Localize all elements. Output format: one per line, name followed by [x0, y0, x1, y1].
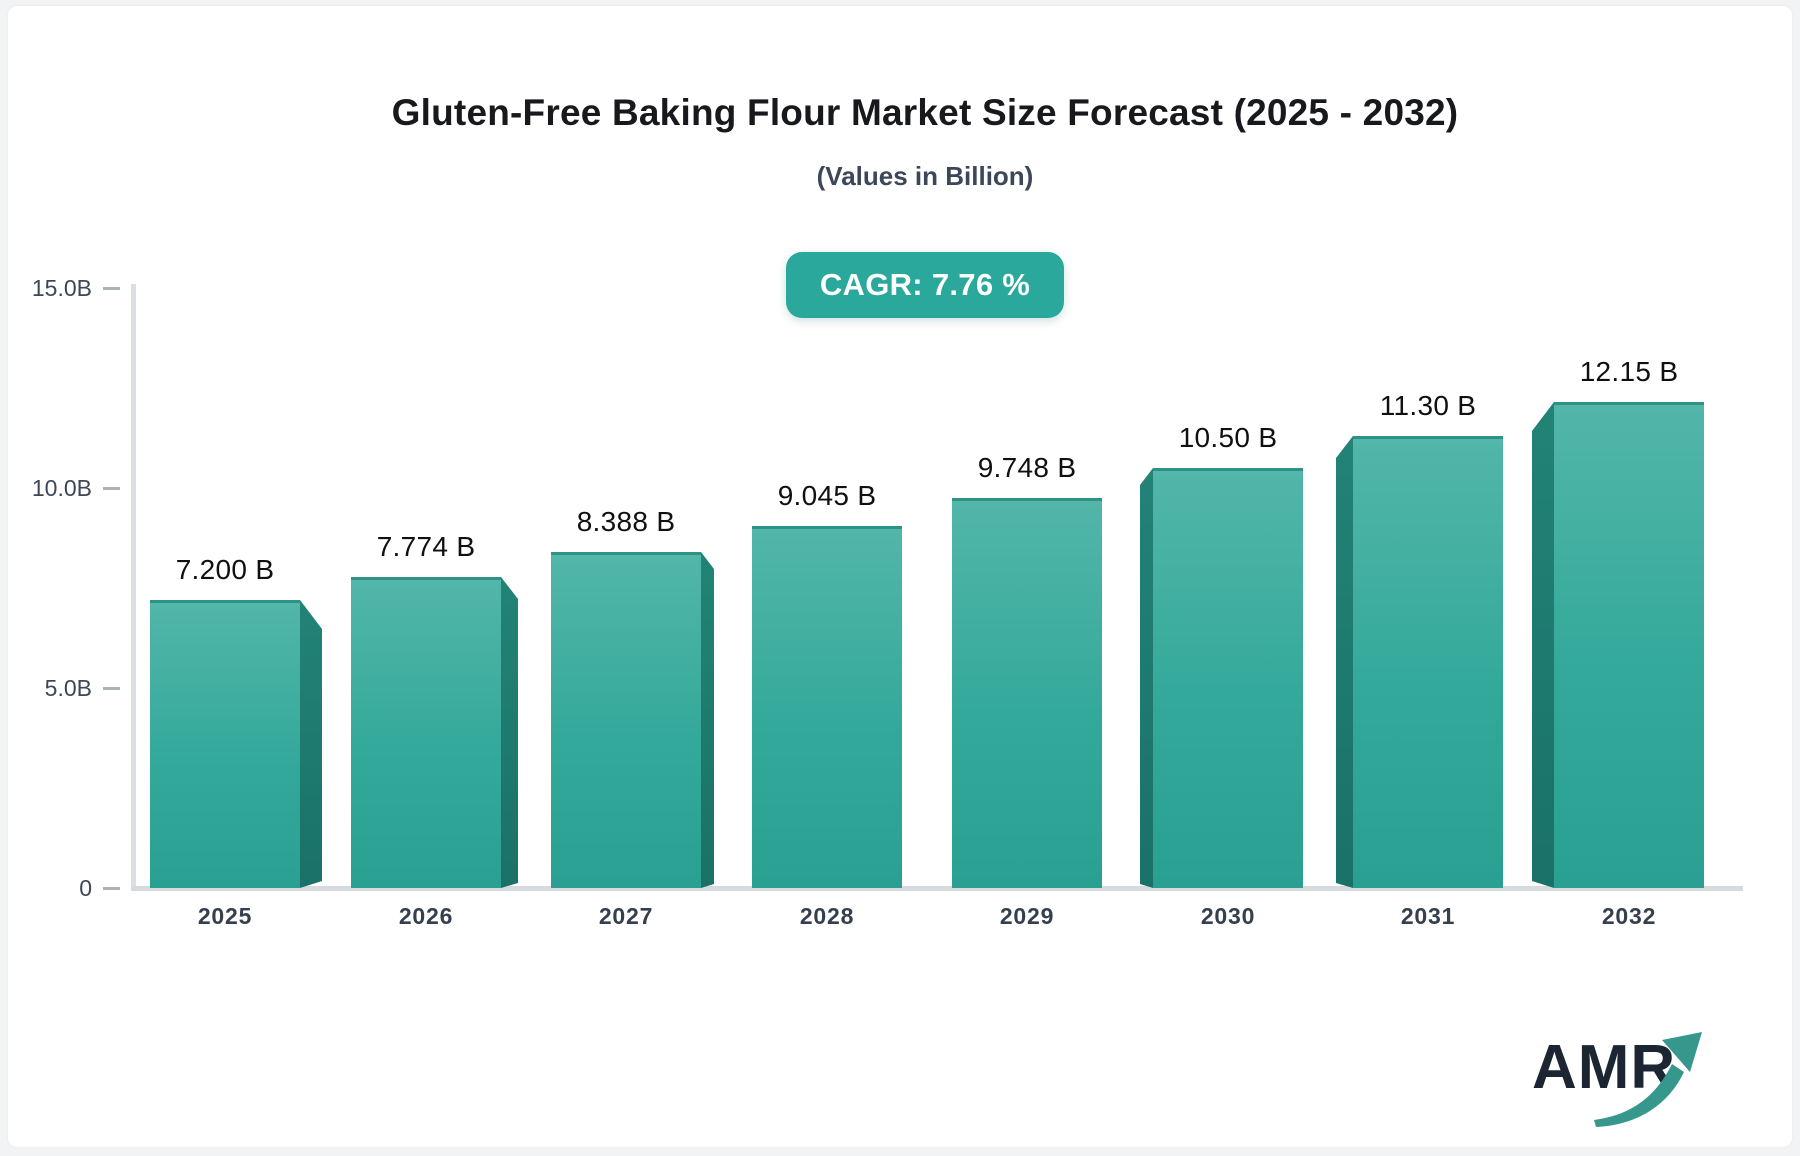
bar-value-label: 10.50 B — [1178, 422, 1278, 453]
cagr-badge-row: CAGR: 7.76 % — [50, 252, 1800, 318]
amr-logo: AMR — [1520, 1020, 1730, 1140]
bar-side — [701, 552, 714, 888]
x-axis-line — [131, 886, 1743, 891]
y-tick-mark — [103, 887, 120, 890]
y-tick-label: 5.0B — [44, 675, 92, 701]
bar-side — [1140, 468, 1153, 888]
bar-side — [300, 600, 322, 888]
cagr-badge: CAGR: 7.76 % — [785, 252, 1065, 318]
x-axis-label-2029: 2029 — [999, 903, 1055, 929]
y-axis-line — [131, 284, 136, 891]
y-tick-mark — [103, 287, 120, 290]
y-tick-mark — [103, 487, 120, 490]
y-tick-label: 0 — [79, 875, 92, 901]
bar-side — [1336, 436, 1353, 888]
bar-value-label: 9.045 B — [777, 480, 877, 511]
growth-arrow-icon — [1594, 1032, 1702, 1127]
bar-2030 — [1153, 468, 1303, 888]
bar-value-label: 11.30 B — [1379, 390, 1477, 421]
x-axis-label-2031: 2031 — [1400, 903, 1456, 929]
y-tick-mark — [103, 687, 120, 690]
chart-subtitle: (Values in Billion) — [816, 161, 1034, 191]
bar-side — [501, 577, 518, 888]
bar-value-label: 12.15 B — [1579, 356, 1679, 387]
x-axis-label-2026: 2026 — [398, 903, 454, 929]
y-tick-label: 15.0B — [31, 275, 92, 301]
x-axis-label-2025: 2025 — [197, 903, 253, 929]
bar-2027 — [551, 552, 701, 888]
chart-title: Gluten-Free Baking Flour Market Size For… — [391, 92, 1459, 133]
bar-2029 — [952, 498, 1102, 888]
bar-2026 — [351, 577, 501, 888]
bar-value-label: 7.774 B — [376, 531, 476, 562]
bar-2032 — [1554, 402, 1704, 888]
x-axis-label-2028: 2028 — [799, 903, 855, 929]
bar-value-label: 9.748 B — [977, 452, 1077, 483]
bar-2025 — [150, 600, 300, 888]
y-tick-label: 10.0B — [31, 475, 92, 501]
bar-value-label: 7.200 B — [175, 554, 275, 585]
x-axis-label-2032: 2032 — [1601, 903, 1657, 929]
bar-2028 — [752, 526, 902, 888]
x-axis-label-2027: 2027 — [598, 903, 654, 929]
x-axis-label-2030: 2030 — [1200, 903, 1256, 929]
bar-2031 — [1353, 436, 1503, 888]
bar-value-label: 8.388 B — [576, 506, 676, 537]
bar-side — [1532, 402, 1554, 888]
amr-logo-text: AMR — [1532, 1033, 1677, 1102]
